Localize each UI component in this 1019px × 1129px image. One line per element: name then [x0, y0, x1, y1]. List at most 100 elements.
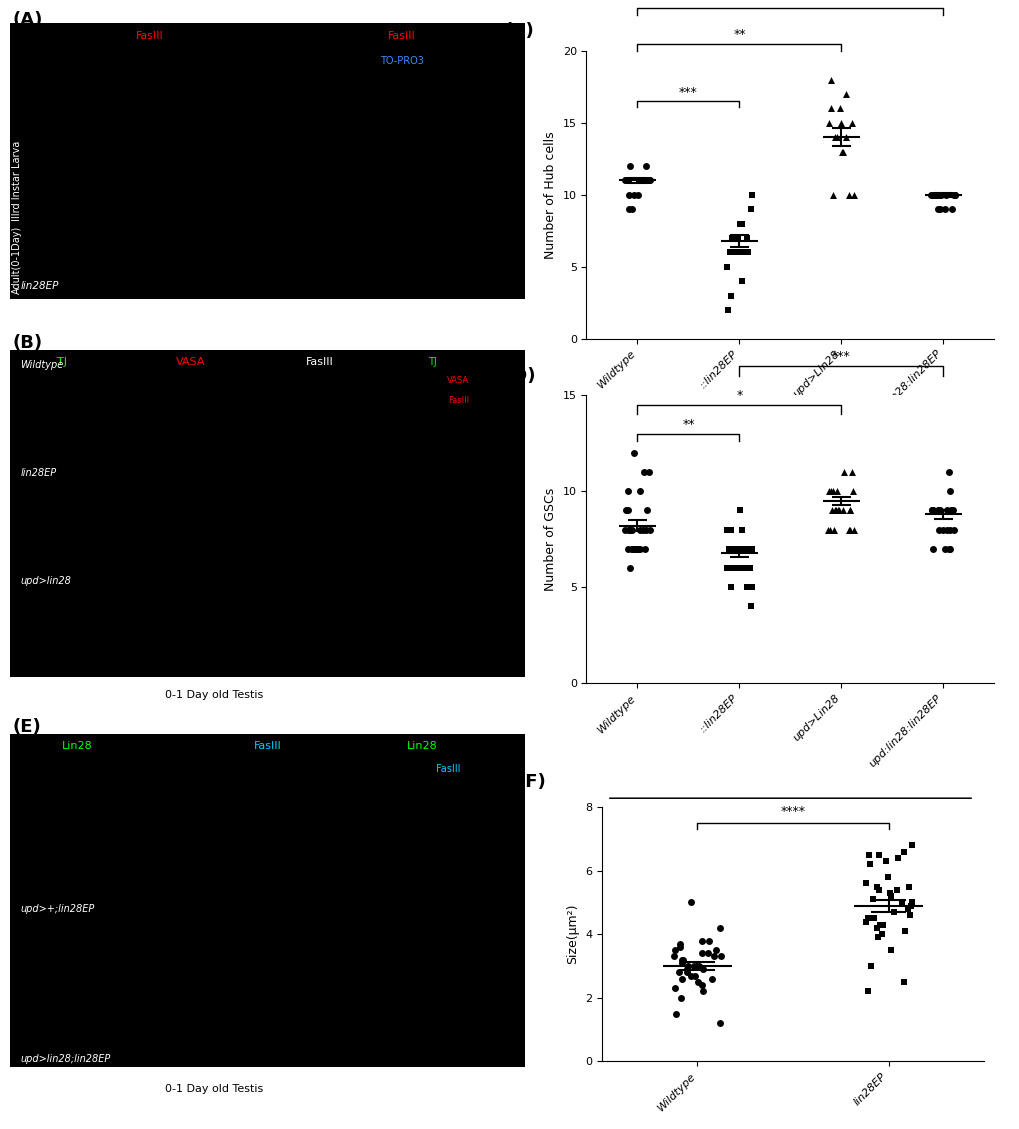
Text: upd>lin28: upd>lin28 [20, 576, 71, 586]
Point [880, 884, 897, 902]
Point [928, 185, 945, 203]
Point [620, 172, 636, 190]
Point [826, 501, 843, 519]
Point [705, 947, 721, 965]
Point [868, 919, 884, 937]
Point [827, 129, 844, 147]
Point [821, 520, 838, 539]
Point [742, 597, 758, 615]
Point [720, 540, 737, 558]
Point [699, 944, 715, 962]
Point [635, 172, 651, 190]
Point [926, 185, 943, 203]
Point [632, 482, 648, 500]
Point [874, 916, 891, 934]
Point [836, 463, 852, 481]
Point [899, 900, 915, 918]
Point [733, 215, 749, 233]
Point [889, 849, 905, 867]
Point [834, 142, 850, 160]
Text: FasIII: FasIII [447, 396, 469, 405]
Point [945, 185, 961, 203]
Point [700, 931, 716, 949]
Point [632, 520, 648, 539]
Point [682, 966, 698, 984]
Point [739, 244, 755, 262]
Point [634, 172, 650, 190]
Point [622, 520, 638, 539]
Point [834, 142, 850, 160]
Point [734, 272, 750, 290]
Point [726, 540, 742, 558]
Text: Adult(0-1Day): Adult(0-1Day) [12, 226, 22, 294]
Point [888, 881, 904, 899]
Point [942, 540, 958, 558]
Point [864, 891, 880, 909]
Point [636, 540, 652, 558]
Point [933, 520, 950, 539]
Point [931, 185, 948, 203]
Point [843, 463, 859, 481]
Point [830, 99, 847, 117]
Point [721, 520, 738, 539]
Point [693, 975, 709, 995]
Point [743, 200, 759, 218]
Point [721, 244, 738, 262]
Point [928, 200, 945, 218]
Point [827, 482, 844, 500]
Text: upd>lin28;lin28EP: upd>lin28;lin28EP [20, 1053, 111, 1064]
Point [641, 463, 657, 481]
Point [837, 129, 853, 147]
Point [896, 922, 912, 940]
Point [641, 172, 657, 190]
Point [712, 947, 729, 965]
Point [857, 874, 873, 892]
Point [824, 185, 841, 203]
Text: FasIII: FasIII [136, 30, 163, 41]
Point [743, 540, 759, 558]
Point [937, 185, 954, 203]
Point [673, 954, 689, 972]
Point [641, 172, 657, 190]
Point [903, 893, 919, 911]
Point [844, 114, 860, 132]
Point [639, 501, 655, 519]
Point [742, 559, 758, 577]
Point [840, 520, 856, 539]
Point [946, 185, 962, 203]
Point [694, 931, 710, 949]
Point [726, 559, 742, 577]
Point [824, 482, 841, 500]
Point [743, 578, 759, 596]
Point [842, 501, 858, 519]
Text: lin28EP: lin28EP [20, 467, 57, 478]
Point [683, 893, 699, 911]
Point [618, 172, 634, 190]
Text: VASA: VASA [175, 357, 205, 367]
Point [860, 846, 876, 864]
Point [864, 909, 880, 927]
Point [870, 881, 887, 899]
Point [630, 540, 646, 558]
Point [627, 540, 643, 558]
Point [945, 520, 961, 539]
Text: Lin28: Lin28 [407, 741, 437, 751]
Point [632, 540, 648, 558]
Text: ***: *** [832, 350, 850, 364]
Point [616, 172, 633, 190]
Point [829, 501, 846, 519]
Point [722, 578, 739, 596]
Text: (F): (F) [518, 773, 546, 791]
Point [841, 501, 857, 519]
Point [673, 951, 689, 969]
Point [857, 912, 873, 930]
Point [879, 868, 896, 886]
Text: ***: *** [781, 0, 799, 6]
Point [884, 903, 901, 921]
Point [620, 482, 636, 500]
Point [675, 951, 691, 969]
Point [736, 540, 752, 558]
Point [734, 244, 750, 262]
Point [639, 172, 655, 190]
Point [621, 200, 637, 218]
